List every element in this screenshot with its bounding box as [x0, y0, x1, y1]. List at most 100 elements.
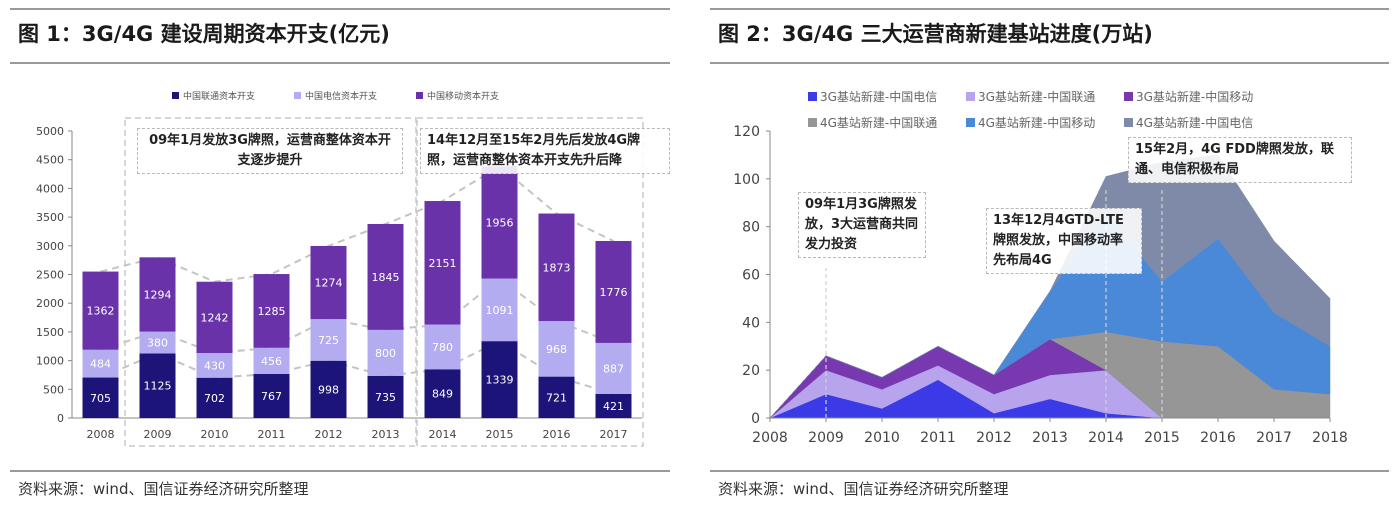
legend-label: 4G基站新建-中国移动 [978, 115, 1095, 130]
bar-segment [367, 375, 404, 418]
x-tick-label: 2008 [87, 428, 115, 441]
legend-swatch [1124, 118, 1133, 127]
bar-segment [253, 373, 290, 418]
data-label: 1294 [144, 288, 172, 301]
data-label: 1845 [372, 271, 400, 284]
x-tick-label: 2017 [1256, 430, 1292, 446]
bottom-rule [10, 470, 670, 472]
annotation-4g-license: 14年12月至15年2月先后发放4G牌照，运营商整体资本开支先升后降 [420, 128, 670, 174]
bar-segment [595, 240, 632, 343]
data-label: 1362 [87, 305, 115, 318]
y-tick-label: 1000 [36, 355, 64, 368]
x-tick-label: 2009 [144, 428, 172, 441]
data-label: 998 [318, 383, 339, 396]
title-rule [710, 62, 1389, 64]
y-tick-label: 0 [751, 411, 760, 427]
bar-segment [253, 274, 290, 348]
legend-swatch [294, 92, 301, 99]
title-rule [10, 62, 670, 64]
data-label: 702 [204, 392, 225, 405]
bar-segment [139, 353, 176, 418]
x-tick-label: 2015 [486, 428, 514, 441]
bar-segment [82, 271, 119, 350]
data-label: 380 [147, 337, 168, 350]
source-note: 资料来源：wind、国信证券经济研究所整理 [718, 480, 1009, 498]
legend-swatch [808, 92, 817, 101]
data-label: 968 [546, 343, 567, 356]
y-tick-label: 3500 [36, 211, 64, 224]
bottom-rule [710, 470, 1389, 472]
y-tick-label: 3000 [36, 240, 64, 253]
data-label: 1274 [315, 277, 343, 290]
data-label: 1873 [543, 261, 571, 274]
data-label: 705 [90, 392, 111, 405]
source-note: 资料来源：wind、国信证券经济研究所整理 [18, 480, 309, 498]
x-tick-label: 2017 [600, 428, 628, 441]
x-tick-label: 2011 [920, 430, 956, 446]
data-label: 800 [375, 347, 396, 360]
x-tick-label: 2013 [1032, 430, 1068, 446]
area-series [769, 154, 1331, 419]
legend-swatch [416, 92, 423, 99]
trend-line [100, 277, 614, 355]
y-tick-label: 0 [57, 412, 64, 425]
data-label: 2151 [429, 257, 457, 270]
legend-label: 中国联通资本开支 [183, 90, 255, 102]
data-label: 780 [432, 341, 453, 354]
x-tick-label: 2015 [1144, 430, 1180, 446]
y-tick-label: 20 [742, 363, 760, 379]
data-label: 1776 [600, 286, 628, 299]
annotation-3g-license: 09年1月3G牌照发放，3大运营商共同发力投资 [798, 192, 926, 258]
x-tick-label: 2009 [808, 430, 844, 446]
x-tick-label: 2018 [1312, 430, 1348, 446]
bar-segment [253, 347, 290, 374]
bar-segment [310, 360, 347, 418]
legend-label: 中国电信资本开支 [305, 90, 377, 102]
period-box-3g [124, 117, 417, 447]
x-tick-label: 2008 [752, 430, 788, 446]
y-tick-label: 60 [742, 268, 760, 284]
legend-label: 4G基站新建-中国电信 [1136, 115, 1253, 130]
bar-segment [196, 377, 233, 418]
bar-segment [424, 324, 461, 370]
data-label: 887 [603, 362, 624, 375]
data-label: 725 [318, 334, 339, 347]
annotation-td-lte-license: 13年12月4GTD-LTE牌照发放，中国移动率先布局4G [986, 208, 1142, 274]
base-station-panel: 图 2：3G/4G 三大运营商新建基站进度(万站) 3G基站新建-中国电信 3G基… [700, 0, 1399, 505]
bar-segment [538, 376, 575, 418]
bar-segment [196, 281, 233, 354]
data-label: 1125 [144, 380, 172, 393]
period-box-4g [416, 117, 644, 447]
x-tick-label: 2014 [429, 428, 457, 441]
legend-swatch [1124, 92, 1133, 101]
data-label: 721 [546, 391, 567, 404]
bar-segment [538, 321, 575, 377]
data-label: 1285 [258, 305, 286, 318]
y-tick-label: 1500 [36, 326, 64, 339]
bar-segment [139, 257, 176, 332]
data-label: 1091 [486, 304, 514, 317]
legend-label: 3G基站新建-中国移动 [1136, 89, 1253, 104]
x-tick-label: 2014 [1088, 430, 1124, 446]
base-station-chart: 3G基站新建-中国电信 3G基站新建-中国联通 3G基站新建-中国移动 4G基站新建-… [733, 89, 1348, 446]
legend-swatch [172, 92, 179, 99]
legend-label: 4G基站新建-中国联通 [820, 115, 937, 130]
legend-swatch [966, 92, 975, 101]
x-tick-label: 2016 [1200, 430, 1236, 446]
y-tick-label: 500 [43, 383, 64, 396]
x-tick-label: 2013 [372, 428, 400, 441]
data-label: 735 [375, 391, 396, 404]
bar-segment [424, 369, 461, 418]
bar-segment [367, 223, 404, 330]
bar-segment [367, 329, 404, 376]
x-tick-label: 2010 [864, 430, 900, 446]
x-tick-label: 2016 [543, 428, 571, 441]
y-tick-label: 120 [733, 124, 760, 140]
trend-line [100, 339, 614, 395]
y-tick-label: 4500 [36, 154, 64, 167]
annotation-3g-license: 09年1月发放3G牌照，运营商整体资本开支逐步提升 [137, 128, 403, 174]
y-tick-label: 4000 [36, 182, 64, 195]
data-label: 1242 [201, 311, 229, 324]
x-tick-label: 2010 [201, 428, 229, 441]
legend: 中国联通资本开支 中国电信资本开支 中国移动资本开支 [172, 90, 499, 102]
